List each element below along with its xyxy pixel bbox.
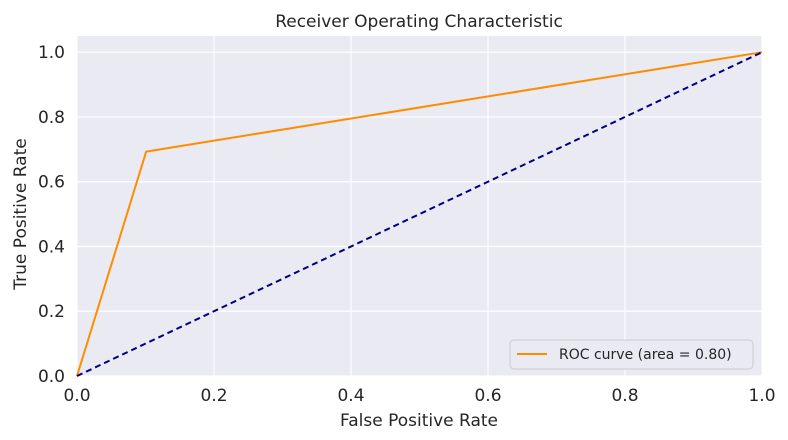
y-tick-label: 0.0: [38, 367, 65, 387]
x-axis-label: False Positive Rate: [340, 411, 498, 431]
x-tick-label: 1.0: [748, 386, 775, 406]
y-tick-label: 1.0: [38, 43, 65, 63]
y-tick-label: 0.2: [38, 302, 65, 322]
y-tick-label: 0.4: [38, 237, 65, 257]
y-tick-label: 0.8: [38, 108, 65, 128]
series-layer: [76, 51, 763, 377]
x-axis-ticks: 0.0 0.2 0.4 0.6 0.8 1.0: [63, 386, 775, 406]
x-tick-label: 0.8: [611, 386, 638, 406]
x-tick-label: 0.6: [474, 386, 501, 406]
y-axis-label: True Positive Rate: [11, 138, 31, 290]
legend: ROC curve (area = 0.80): [509, 339, 754, 370]
y-tick-label: 0.6: [38, 173, 65, 193]
plot-area: [77, 36, 762, 376]
y-axis-ticks: 0.0 0.2 0.4 0.6 0.8 1.0: [38, 43, 65, 387]
legend-label: ROC curve (area = 0.80): [559, 347, 732, 363]
roc-curve-line: [76, 51, 763, 377]
x-tick-label: 0.2: [200, 386, 227, 406]
x-tick-label: 0.4: [337, 386, 364, 406]
chart-title: Receiver Operating Characteristic: [275, 12, 563, 32]
x-tick-label: 0.0: [63, 386, 90, 406]
grid-lines: [76, 36, 763, 377]
diagonal-reference-line: [76, 51, 763, 377]
legend-frame: [509, 339, 754, 370]
